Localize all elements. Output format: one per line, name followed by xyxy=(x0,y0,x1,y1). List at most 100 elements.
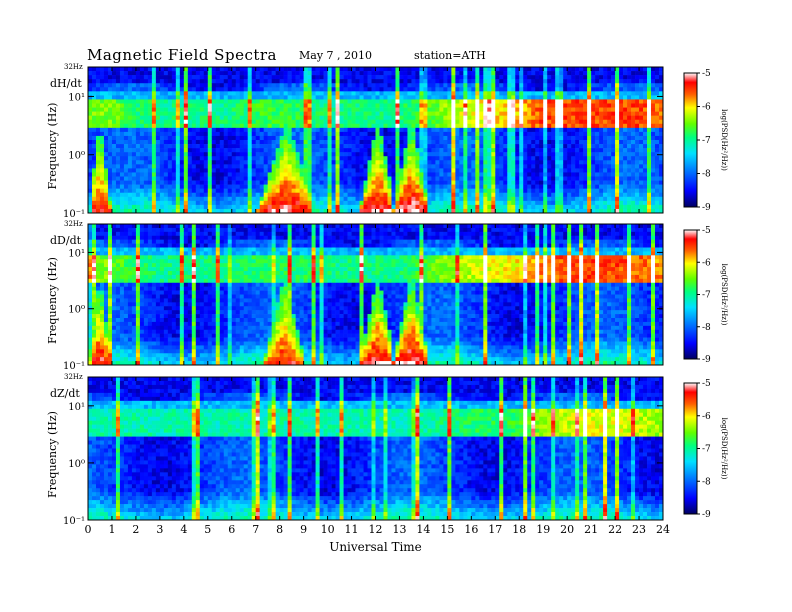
spectrogram-cell xyxy=(123,172,129,177)
spectrogram-cell xyxy=(143,95,149,100)
spectrogram-cell xyxy=(311,123,316,129)
spectrogram-cell xyxy=(615,192,620,198)
spectrogram-cell xyxy=(88,95,93,100)
spectrogram-cell xyxy=(299,119,304,125)
spectrogram-cell xyxy=(159,180,165,185)
spectrogram-cell xyxy=(227,188,233,194)
spectrogram-cell xyxy=(403,123,408,129)
spectrogram-cell xyxy=(263,107,268,112)
spectrogram-cell xyxy=(271,160,276,165)
spectrogram-cell xyxy=(363,107,368,112)
spectrogram-cell xyxy=(99,192,105,198)
spectrogram-cell xyxy=(99,204,105,210)
spectrogram-cell xyxy=(263,188,268,194)
spectrogram-cell xyxy=(635,67,640,72)
spectrogram-cell xyxy=(95,184,101,189)
spectrogram-cell xyxy=(343,160,348,165)
spectrogram-cell xyxy=(451,164,456,169)
spectrogram-cell xyxy=(411,152,416,157)
spectrogram-cell xyxy=(495,119,500,125)
spectrogram-cell xyxy=(599,127,604,133)
spectrogram-cell xyxy=(215,83,221,88)
spectrogram-cell xyxy=(303,184,308,189)
spectrogram-cell xyxy=(131,192,137,198)
spectrogram-cell xyxy=(639,99,644,104)
spectrogram-cell xyxy=(427,103,432,108)
spectrogram-cell xyxy=(471,87,476,92)
spectrogram-cell xyxy=(287,119,292,125)
spectrogram-cell xyxy=(88,196,93,202)
spectrogram-cell xyxy=(307,156,312,161)
spectrogram-cell xyxy=(507,188,512,194)
spectrogram-cell xyxy=(635,204,640,210)
spectrogram-cell xyxy=(519,192,524,198)
spectrogram-cell xyxy=(583,87,588,92)
spectrogram-cell xyxy=(523,95,528,100)
spectrogram-cell xyxy=(199,71,205,76)
spectrogram-cell xyxy=(219,107,225,112)
spectrogram-cell xyxy=(375,99,380,104)
spectrogram-cell xyxy=(175,103,181,108)
spectrogram-cell xyxy=(207,83,213,88)
spectrogram-cell xyxy=(91,164,97,169)
spectrogram-cell xyxy=(127,111,133,116)
spectrogram-cell xyxy=(143,192,149,198)
spectrogram-cell xyxy=(419,164,424,169)
spectrogram-cell xyxy=(275,131,280,137)
spectrogram-cell xyxy=(215,148,221,153)
spectrogram-cell xyxy=(199,79,205,84)
spectrogram-cell xyxy=(95,188,101,194)
spectrogram-cell xyxy=(591,75,596,80)
spectrogram-cell xyxy=(479,107,484,112)
spectrogram-cell xyxy=(427,184,432,189)
spectrogram-cell xyxy=(471,168,476,173)
spectrogram-cell xyxy=(207,135,213,141)
spectrogram-cell xyxy=(283,135,288,141)
spectrogram-cell xyxy=(91,168,97,173)
spectrogram-cell xyxy=(603,119,608,125)
spectrogram-cell xyxy=(287,71,292,76)
spectrogram-cell xyxy=(227,103,233,108)
spectrogram-cell xyxy=(223,164,229,169)
spectrogram-cell xyxy=(187,103,193,108)
spectrogram-cell xyxy=(303,144,308,149)
spectrogram-cell xyxy=(415,168,420,173)
spectrogram-cell xyxy=(419,119,424,125)
spectrogram-cell xyxy=(491,160,496,165)
spectrogram-cell xyxy=(251,144,257,149)
spectrogram-cell xyxy=(563,119,568,125)
spectrogram-cell xyxy=(279,111,284,116)
spectrogram-cell xyxy=(131,168,137,173)
spectrogram-cell xyxy=(183,172,189,177)
spectrogram-cell xyxy=(579,200,584,206)
spectrogram-cell xyxy=(223,168,229,173)
spectrogram-cell xyxy=(535,111,540,116)
spectrogram-cell xyxy=(451,103,456,108)
spectrogram-cell xyxy=(627,67,632,72)
spectrogram-cell xyxy=(511,79,516,84)
spectrogram-cell xyxy=(263,164,268,169)
spectrogram-cell xyxy=(603,95,608,100)
spectrogram-cell xyxy=(447,119,452,125)
spectrogram-cell xyxy=(167,140,173,145)
spectrogram-cell xyxy=(459,172,464,177)
spectrogram-cell xyxy=(175,172,181,177)
spectrogram-cell xyxy=(207,144,213,149)
spectrogram-cell xyxy=(507,160,512,165)
spectrogram-cell xyxy=(635,196,640,202)
spectrogram-cell xyxy=(575,119,580,125)
spectrogram-cell xyxy=(163,184,169,189)
spectrogram-cell xyxy=(579,204,584,210)
spectrogram-cell xyxy=(583,180,588,185)
spectrogram-cell xyxy=(467,144,472,149)
spectrogram-cell xyxy=(347,188,352,194)
spectrogram-cell xyxy=(319,156,324,161)
spectrogram-cell xyxy=(159,75,165,80)
spectrogram-cell xyxy=(487,168,492,173)
spectrogram-cell xyxy=(543,87,548,92)
spectrogram-cell xyxy=(523,91,528,96)
spectrogram-cell xyxy=(579,160,584,165)
spectrogram-cell xyxy=(88,71,93,76)
spectrogram-cell xyxy=(88,184,93,189)
spectrogram-cell xyxy=(635,168,640,173)
